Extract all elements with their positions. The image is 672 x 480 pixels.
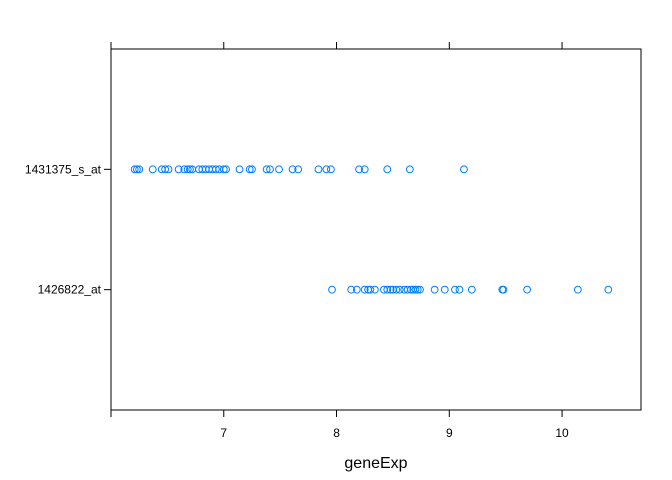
data-point [222, 165, 230, 174]
x-ticks-top [110, 42, 563, 49]
data-point [416, 285, 424, 294]
y-tick-label: 1431375_s_at [25, 162, 102, 176]
data-point [413, 285, 422, 294]
data-point [467, 285, 476, 294]
x-axis-title: geneExp [344, 455, 407, 472]
data-point [135, 165, 144, 174]
data-point [288, 165, 297, 174]
data-point [211, 165, 220, 174]
x-tick-label: 7 [220, 426, 227, 440]
data-point [405, 165, 414, 174]
data-point [180, 165, 189, 174]
data-point [322, 165, 331, 174]
data-point [411, 285, 420, 294]
data-point [573, 285, 582, 294]
data-point [360, 165, 369, 174]
data-point [248, 165, 256, 174]
data-point [386, 285, 395, 294]
plot-panel [110, 48, 642, 411]
x-ticks-bottom [110, 410, 563, 417]
data-point [130, 165, 139, 174]
data-point [148, 165, 157, 174]
x-tick-label: 9 [446, 426, 453, 440]
y-tick-labels: 1426822_at 1431375_s_at [25, 162, 102, 296]
x-tick-label: 10 [555, 426, 569, 440]
data-point [245, 165, 254, 174]
data-point [366, 285, 375, 294]
data-point [164, 165, 173, 174]
data-point [451, 285, 459, 294]
data-point [328, 285, 336, 294]
data-point [395, 285, 404, 294]
data-point [314, 165, 323, 174]
data-point [266, 165, 274, 174]
data-point [499, 285, 508, 294]
data-point [370, 285, 379, 294]
data-point [392, 285, 401, 294]
x-tick-labels: 7 8 9 10 [220, 426, 569, 440]
data-point [604, 285, 613, 294]
y-tick-label: 1426822_at [38, 283, 102, 297]
data-point [383, 285, 392, 294]
data-point [352, 285, 361, 294]
data-point [355, 165, 363, 174]
data-point [326, 165, 335, 174]
data-point [161, 165, 170, 174]
data-point [262, 165, 271, 174]
data-point [523, 285, 532, 294]
data-point [133, 165, 141, 174]
data-point [186, 165, 194, 174]
data-point [455, 285, 464, 294]
y-ticks [104, 168, 111, 291]
data-point [440, 285, 449, 294]
data-point [430, 285, 439, 294]
x-tick-label: 8 [333, 426, 340, 440]
data-point [174, 165, 183, 174]
data-point [403, 285, 412, 294]
data-points [130, 165, 613, 294]
data-point [183, 165, 192, 174]
data-point [219, 165, 228, 174]
data-point [383, 165, 392, 174]
data-point [294, 165, 303, 174]
data-point [275, 165, 283, 174]
data-point [360, 285, 369, 294]
data-point [347, 285, 356, 294]
data-point [460, 165, 468, 174]
data-point [235, 165, 244, 174]
